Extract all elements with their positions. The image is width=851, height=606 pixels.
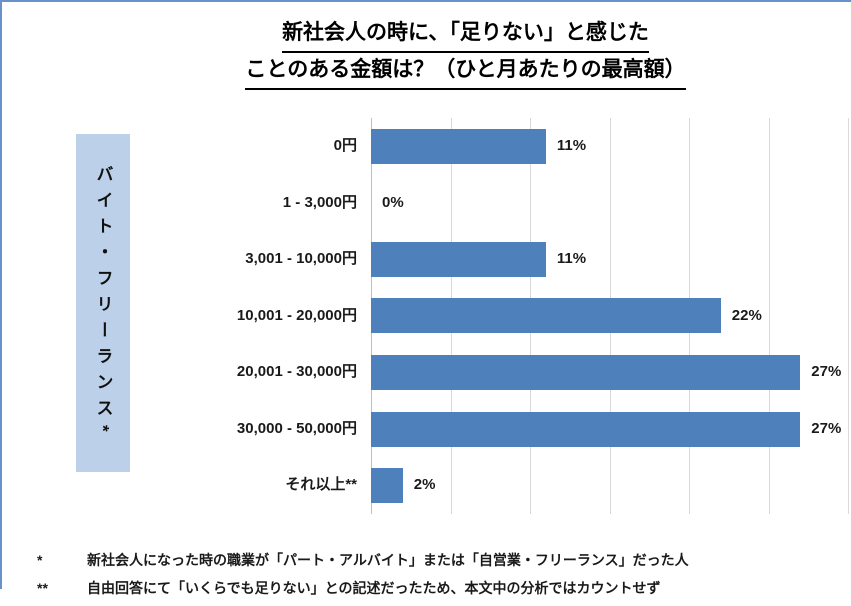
chart-title-line1: 新社会人の時に、「足りない」と感じた (282, 16, 649, 53)
footnote-1: * 新社会人になった時の職業が「パート・アルバイト」または「自営業・フリーランス… (37, 550, 837, 570)
group-label-box: バイト・フリーランス* (76, 134, 130, 472)
chart-row: 10,001 - 20,000円 22% (2, 288, 851, 345)
chart-row: 3,001 - 10,000円 11% (2, 231, 851, 288)
footnote-2-text: 自由回答にて「いくらでも足りない」との記述だったため、本文中の分析ではカウントせ… (87, 580, 661, 596)
category-label: 1 - 3,000円 (282, 193, 357, 211)
group-label: バイト・フリーランス* (93, 165, 113, 441)
chart-row: 1 - 3,000円 0% (2, 175, 851, 232)
footnote-1-marker: * (37, 552, 43, 568)
value-label: 27% (811, 419, 842, 437)
footnotes: * 新社会人になった時の職業が「パート・アルバイト」または「自営業・フリーランス… (37, 550, 837, 606)
category-label: 10,001 - 20,000円 (236, 306, 357, 324)
chart-row: 30,000 - 50,000円 27% (2, 401, 851, 458)
bar (371, 298, 721, 334)
gridline (768, 118, 770, 514)
value-label: 2% (413, 476, 436, 494)
value-label: 27% (811, 363, 842, 381)
bar (371, 411, 801, 447)
footnote-1-text: 新社会人になった時の職業が「パート・アルバイト」または「自営業・フリーランス」だ… (87, 552, 689, 568)
bar (371, 128, 546, 164)
chart-row: 0円 11% (2, 118, 851, 175)
category-label: 3,001 - 10,000円 (245, 250, 357, 268)
chart-title-line2: ことのある金額は？（ひと月あたりの最高額） (245, 53, 686, 90)
bar (371, 355, 801, 391)
chart-row: 20,001 - 30,000円 27% (2, 344, 851, 401)
bar (371, 241, 546, 277)
gridline (848, 118, 849, 514)
value-label: 11% (556, 137, 587, 154)
chart-title: 新社会人の時に、「足りない」と感じた ことのある金額は？（ひと月あたりの最高額） (78, 16, 851, 90)
footnote-2: ** 自由回答にて「いくらでも足りない」との記述だったため、本文中の分析ではカウ… (37, 578, 837, 598)
value-label: 22% (731, 306, 762, 324)
category-label: 20,001 - 30,000円 (236, 363, 357, 381)
value-label: 0% (382, 193, 404, 211)
bar (371, 468, 403, 504)
category-label: 30,000 - 50,000円 (236, 419, 357, 437)
category-label: 0円 (333, 137, 357, 154)
value-label: 11% (556, 250, 587, 268)
chart-area: 0円 11% 1 - 3,000円 0% 3,001 - 10,000円 11% 10,00… (2, 118, 851, 514)
category-label: それ以上** (285, 476, 357, 494)
footnote-2-marker: ** (37, 580, 48, 596)
chart-row: それ以上** 2% (2, 457, 851, 514)
